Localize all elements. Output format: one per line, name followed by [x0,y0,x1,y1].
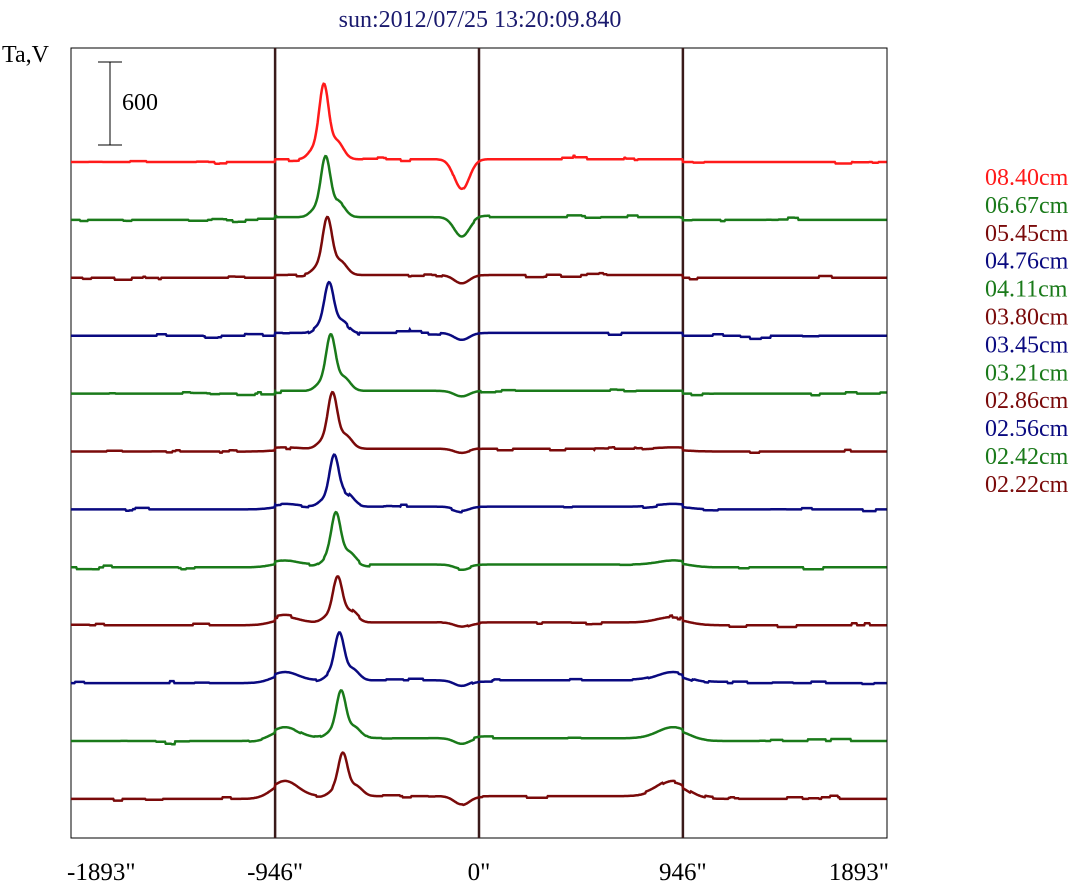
x-axis-tick-labels: -1893" -946" 0" 946" 1893" [67,859,889,885]
x-tick-label-2: 0" [468,859,491,885]
legend-entry-05.45cm: 05.45cm [985,221,1069,247]
series-line-02.86cm [71,575,887,629]
x-tick-label-1: -946" [247,859,303,885]
series-line-02.22cm [71,751,887,807]
series-line-03.21cm [71,510,887,572]
legend-entry-02.22cm: 02.22cm [985,472,1069,498]
scale-bar: 600 [98,61,158,146]
legend-entry-03.45cm: 03.45cm [985,332,1069,358]
series-lines [71,82,887,807]
legend-entry-02.42cm: 02.42cm [985,444,1069,470]
x-tick-label-0: -1893" [67,859,136,885]
legend-entry-06.67cm: 06.67cm [985,193,1069,219]
series-line-03.80cm [71,390,887,455]
legend-entry-03.80cm: 03.80cm [985,305,1069,331]
series-line-04.76cm [71,280,887,342]
legend-entry-04.11cm: 04.11cm [985,277,1068,303]
scale-bar-label: 600 [122,90,158,116]
series-line-04.11cm [71,332,887,398]
x-tick-label-4: 1893" [829,859,889,885]
legend-entry-02.86cm: 02.86cm [985,388,1069,414]
series-line-05.45cm [71,215,887,285]
series-line-02.42cm [71,689,887,746]
series-line-03.45cm [71,453,887,514]
y-axis-label: Ta,V [2,42,50,68]
legend-entry-04.76cm: 04.76cm [985,249,1069,275]
vertical-reference-lines [273,48,685,838]
legend-entry-02.56cm: 02.56cm [985,416,1069,442]
x-tick-label-3: 946" [659,859,707,885]
series-line-06.67cm [71,154,887,238]
series-line-02.56cm [71,631,887,688]
legend-entry-08.40cm: 08.40cm [985,165,1069,191]
legend: 08.40cm06.67cm05.45cm04.76cm04.11cm03.80… [985,165,1069,498]
series-line-08.40cm [71,82,887,191]
chart-title: sun:2012/07/25 13:20:09.840 [339,7,622,33]
legend-entry-03.21cm: 03.21cm [985,360,1069,386]
